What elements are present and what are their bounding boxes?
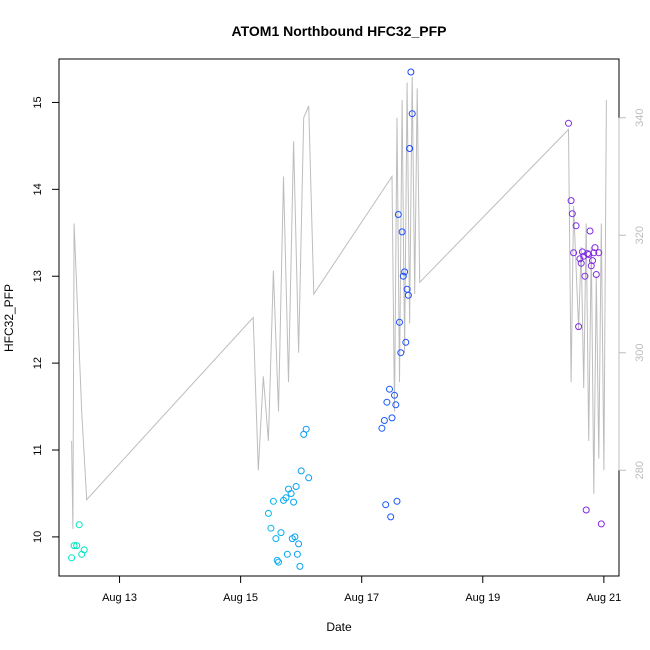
data-point	[565, 119, 572, 127]
data-point	[396, 318, 403, 326]
data-point	[264, 509, 272, 517]
data-point	[292, 483, 300, 490]
data-point	[290, 498, 298, 506]
data-point	[402, 338, 410, 346]
x-tick-label: Aug 21	[586, 592, 621, 604]
y-axis: 10 11 12 13 14 15	[32, 96, 60, 543]
data-point	[70, 542, 78, 550]
data-point	[305, 474, 313, 482]
data-point	[589, 257, 596, 265]
data-point	[378, 424, 386, 432]
data-point	[302, 425, 310, 433]
data-point	[587, 262, 595, 270]
data-point	[391, 391, 398, 399]
chart-title: ATOM1 Northbound HFC32_PFP	[232, 23, 447, 39]
plot-frame	[58, 58, 620, 577]
data-point	[282, 494, 290, 502]
data-point	[283, 550, 291, 558]
y2-tick-label: 300	[634, 344, 646, 362]
data-point	[269, 497, 277, 505]
data-point	[275, 558, 282, 566]
x-tick-label: Aug 19	[465, 592, 500, 604]
data-point	[393, 497, 401, 505]
data-point	[404, 291, 412, 299]
y-tick-label: 13	[32, 270, 44, 282]
data-point	[401, 268, 409, 276]
y2-tick-label: 340	[634, 109, 646, 127]
data-point	[297, 467, 305, 475]
data-point	[277, 529, 285, 537]
points-layer	[68, 68, 605, 570]
data-point	[397, 349, 405, 357]
data-point	[272, 535, 280, 543]
data-point	[73, 542, 81, 550]
y2-tick-label: 280	[634, 461, 646, 479]
data-point	[75, 521, 83, 529]
data-point	[406, 145, 414, 152]
data-point	[586, 227, 594, 235]
data-point	[388, 414, 396, 422]
data-point	[78, 550, 86, 558]
data-point	[590, 249, 598, 257]
data-point	[568, 210, 576, 218]
data-point	[273, 556, 281, 564]
data-point	[394, 211, 402, 218]
data-point	[597, 520, 605, 528]
background-line-layer	[71, 76, 607, 530]
data-point	[293, 550, 301, 558]
series-line	[71, 76, 607, 530]
x-axis: Aug 13 Aug 15 Aug 17 Aug 19 Aug 21	[102, 575, 621, 604]
data-point	[392, 401, 400, 409]
data-point	[68, 554, 76, 562]
data-point	[387, 513, 395, 521]
data-point	[382, 501, 390, 509]
y2-axis: 280 300 320 340	[618, 109, 646, 479]
data-point	[399, 272, 407, 280]
data-point	[383, 398, 391, 406]
data-point	[386, 385, 393, 393]
data-point	[407, 68, 415, 76]
data-point	[287, 490, 295, 497]
y-tick-label: 12	[32, 357, 44, 369]
data-point	[591, 244, 599, 252]
y-tick-label: 10	[32, 531, 44, 543]
data-point	[582, 506, 590, 514]
data-point	[595, 249, 603, 257]
data-point	[267, 524, 275, 532]
data-point	[592, 271, 600, 278]
x-axis-label: Date	[326, 620, 352, 634]
data-point	[408, 110, 416, 118]
x-tick-label: Aug 15	[223, 592, 258, 604]
x-tick-label: Aug 17	[344, 592, 379, 604]
data-point	[295, 540, 303, 548]
data-point	[577, 259, 585, 267]
y-tick-label: 15	[32, 96, 44, 108]
data-point	[291, 533, 299, 541]
data-point	[296, 562, 304, 570]
data-point	[581, 272, 589, 280]
y-tick-label: 11	[32, 444, 44, 455]
data-point	[570, 249, 578, 257]
y-tick-label: 14	[32, 183, 44, 195]
data-point	[567, 197, 575, 205]
data-point	[575, 323, 583, 331]
y-axis-label: HFC32_PFP	[2, 284, 16, 352]
x-tick-label: Aug 13	[102, 592, 137, 604]
data-point	[380, 417, 388, 424]
data-point	[572, 222, 580, 230]
data-point	[398, 228, 406, 236]
y2-tick-label: 320	[634, 226, 646, 244]
